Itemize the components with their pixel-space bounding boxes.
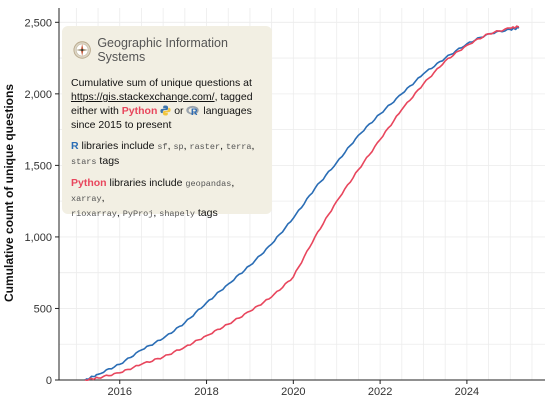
python-label-2: Python — [71, 177, 107, 189]
tag-geopandas: geopandas — [185, 179, 232, 189]
x-tick-label: 2018 — [194, 386, 218, 398]
annotation-description: Cumulative sum of unique questions at ht… — [71, 77, 253, 131]
tag-xarray: xarray — [71, 194, 102, 204]
series-line-r — [84, 26, 520, 381]
axes — [55, 8, 545, 384]
y-tick-label: 0 — [46, 375, 52, 387]
python-logo-icon — [160, 105, 171, 116]
r-libraries-note: R libraries include sf, sp, raster, terr… — [71, 140, 255, 167]
svg-text:R: R — [191, 107, 198, 116]
tag-stars: stars — [71, 157, 97, 167]
tag-sf: sf — [157, 142, 168, 152]
y-tick-label: 1,000 — [24, 232, 52, 244]
x-tick-label: 2022 — [368, 386, 392, 398]
tag-raster: raster — [189, 142, 221, 152]
x-tick-label: 2016 — [108, 386, 132, 398]
annotation-title: Geographic Information Systems — [97, 36, 228, 64]
tag-terra: terra — [225, 142, 252, 152]
python-libraries-note: Python libraries include geopandas, xarr… — [71, 177, 235, 219]
annotation-header: Geographic Information Systems — [73, 36, 264, 64]
y-tick-label: 2,000 — [24, 89, 52, 101]
r-label: R — [71, 140, 79, 152]
series-lines — [84, 25, 520, 382]
y-tick-labels: 0 500 1,000 1,500 2,000 2,500 — [24, 17, 52, 387]
x-tick-labels: 2016 2018 2020 2022 2024 — [108, 386, 480, 398]
tag-shapely: shapely — [159, 209, 195, 219]
tag-sp: sp — [173, 142, 184, 152]
tag-pyproj: PyProj — [122, 209, 154, 219]
annotation-box: Geographic Information Systems Cumulativ… — [62, 26, 272, 219]
x-tick-label: 2024 — [455, 386, 479, 398]
gis-stackexchange-link[interactable]: https://gis.stackexchange.com/ — [71, 91, 215, 103]
x-tick-label: 2020 — [281, 386, 305, 398]
y-tick-label: 500 — [34, 303, 52, 315]
series-line-python — [84, 25, 520, 382]
r-logo-icon: R — [186, 105, 200, 116]
y-tick-label: 1,500 — [24, 160, 52, 172]
tag-rioxarray: rioxarray — [71, 209, 117, 219]
compass-icon — [73, 41, 91, 59]
y-axis-label: Cumulative count of unique questions — [2, 84, 16, 302]
y-tick-label: 2,500 — [24, 17, 52, 29]
python-label: Python — [121, 105, 158, 117]
